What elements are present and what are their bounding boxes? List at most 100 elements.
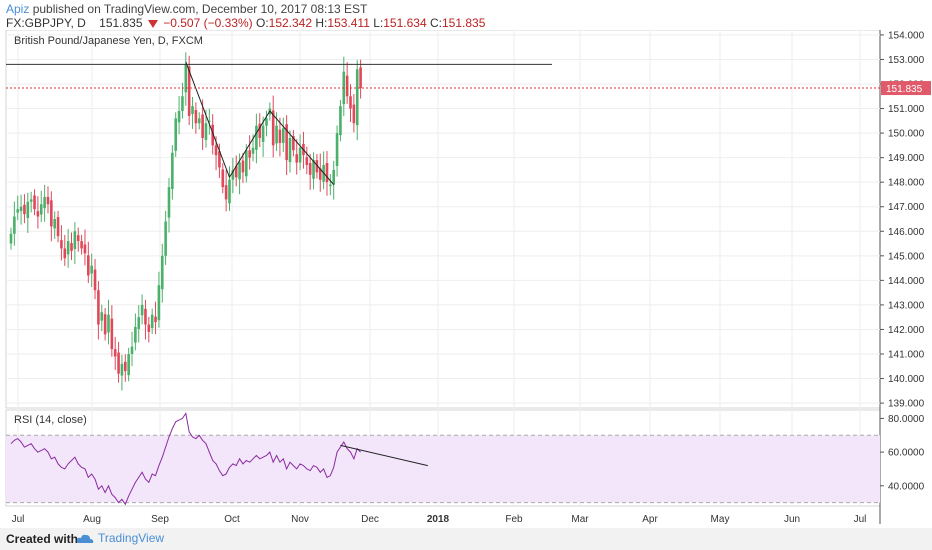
candle-body — [130, 346, 134, 354]
high-value: 153.411 — [327, 16, 370, 30]
candle-body — [308, 163, 312, 175]
candle-body — [318, 168, 322, 180]
chart-area[interactable]: Jul Aug Sep Oct Nov Dec 2018 Feb Mar Apr May Jun Jul… — [0, 30, 932, 528]
candle-body — [335, 133, 339, 166]
candle-body — [63, 248, 67, 259]
tradingview-brand[interactable]: TradingView — [76, 531, 164, 545]
candle-body — [349, 96, 352, 109]
candle-body — [93, 269, 97, 291]
price-tick-label: 140.000 — [888, 374, 925, 385]
candle-body — [103, 314, 107, 335]
candle-body — [60, 240, 63, 249]
candle-body — [352, 104, 356, 124]
rsi-tick-label: 40.0000 — [888, 481, 925, 492]
publish-text: published on TradingView.com, December 1… — [32, 2, 368, 16]
tradingview-label: TradingView — [98, 531, 165, 545]
candle-body — [70, 243, 73, 251]
candle-body — [50, 200, 53, 227]
candle-body — [66, 241, 70, 255]
candle-body — [150, 314, 154, 328]
rsi-band — [6, 435, 880, 503]
x-tick-label: Dec — [361, 514, 379, 525]
candle-body — [281, 128, 285, 143]
last-price: 151.835 — [99, 16, 143, 30]
candle-body — [255, 125, 258, 150]
candle-body — [355, 69, 359, 126]
candle-body — [332, 169, 336, 185]
author-link[interactable]: Apiz — [6, 2, 30, 16]
price-tick-label: 149.000 — [888, 153, 925, 164]
price-tick-label: 145.000 — [888, 251, 925, 262]
candle-body — [73, 231, 77, 249]
x-tick-label: Sep — [151, 514, 169, 525]
x-tick-label: Oct — [224, 514, 240, 525]
rsi-line — [10, 412, 361, 506]
candle-body — [261, 125, 265, 142]
candle-body — [123, 361, 127, 372]
last-price-label: 151.835 — [886, 84, 923, 95]
rsi-axis: 40.0000 60.0000 80.0000 — [880, 414, 925, 492]
price-tick-label: 154.000 — [888, 30, 925, 41]
candle-body — [295, 154, 299, 163]
price-panel — [5, 30, 881, 409]
candle-body — [288, 138, 292, 163]
candle-body — [325, 163, 329, 183]
price-tick-label: 148.000 — [888, 178, 925, 189]
candle-body — [29, 199, 33, 202]
candle-body — [174, 118, 178, 151]
trendline — [185, 61, 230, 178]
candle-body — [214, 145, 218, 156]
candle-body — [97, 290, 100, 325]
x-tick-label: May — [711, 514, 730, 525]
price-tick-label: 150.000 — [888, 129, 925, 140]
low-label: L: — [373, 16, 384, 30]
candle-body — [271, 110, 275, 146]
candle-body — [339, 106, 342, 136]
candle-body — [16, 209, 20, 213]
candle-body — [154, 316, 157, 323]
price-tick-label: 151.000 — [888, 104, 925, 115]
x-tick-label: Jun — [784, 514, 800, 525]
symbol-info: FX:GBPJPY, D 151.835 −0.507 (−0.33%) O:1… — [6, 16, 485, 30]
candle-body — [201, 114, 204, 138]
candle-body — [292, 136, 295, 151]
candle-body — [171, 152, 174, 190]
candle-body — [120, 363, 124, 376]
price-tick-label: 144.000 — [888, 276, 925, 287]
candle-body — [117, 352, 120, 374]
candle-body — [140, 304, 144, 316]
candle-body — [13, 216, 16, 234]
candle-body — [144, 308, 147, 325]
x-tick-label: Nov — [291, 514, 309, 525]
price-tick-label: 146.000 — [888, 227, 925, 238]
candle-body — [285, 124, 288, 161]
candle-body — [113, 349, 117, 357]
price-change: −0.507 (−0.33%) — [163, 16, 253, 30]
x-tick-label: 2018 — [427, 514, 450, 525]
candle-body — [9, 233, 13, 244]
rsi-tick-label: 80.0000 — [888, 414, 925, 425]
candle-body — [312, 160, 315, 179]
price-tick-label: 142.000 — [888, 325, 925, 336]
chart-title: British Pound/Japanese Yen, D, FXCM — [14, 35, 203, 47]
publish-info: Apiz published on TradingView.com, Decem… — [6, 2, 367, 16]
candle-body — [221, 169, 225, 188]
price-tick-label: 153.000 — [888, 55, 925, 66]
candle-body — [208, 120, 211, 122]
candle-body — [265, 118, 268, 126]
x-tick-label: Jul — [854, 514, 867, 525]
rsi-tick-label: 60.0000 — [888, 448, 925, 459]
candle-body — [231, 169, 235, 180]
candle-body — [46, 196, 50, 205]
candle-body — [248, 150, 251, 158]
x-tick-label: Jul — [12, 514, 25, 525]
candle-body — [278, 129, 282, 143]
candle-body — [164, 221, 167, 256]
candle-body — [87, 255, 90, 276]
candle-body — [184, 64, 188, 93]
candle-body — [76, 235, 80, 242]
candle-body — [127, 354, 130, 376]
candle-body — [100, 312, 104, 321]
candle-body — [19, 206, 23, 212]
candle-body — [160, 255, 164, 290]
